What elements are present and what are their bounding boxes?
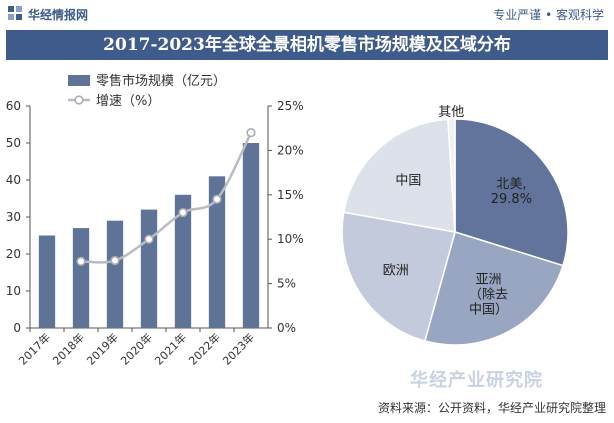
- bar: [106, 220, 124, 328]
- growth-line: [80, 132, 253, 264]
- y-right-tick-label: 25%: [277, 99, 304, 113]
- bar: [140, 209, 158, 328]
- bar: [242, 143, 260, 328]
- x-tick-label: 2019年: [84, 330, 121, 367]
- pie-slice-label: 其他: [438, 105, 464, 120]
- bar: [38, 235, 56, 328]
- y-left-tick-label: 60: [6, 99, 21, 113]
- y-left-tick-label: 20: [6, 247, 21, 261]
- legend-bar-label: 零售市场规模（亿元）: [96, 73, 226, 89]
- y-left-tick-label: 50: [6, 136, 21, 150]
- pie-slice-label: 北美,: [496, 177, 526, 192]
- pie-slice: [341, 211, 456, 342]
- brand-name: 华经情报网: [28, 8, 89, 22]
- pie-slice-label: 亚洲: [476, 272, 502, 287]
- growth-point: [212, 194, 222, 204]
- header-bar: 华经情报网 专业严谨 • 客观科学: [0, 0, 614, 28]
- bar: [208, 176, 226, 328]
- x-tick-label: 2023年: [220, 330, 257, 367]
- pie-slice-label: （除去: [469, 287, 508, 302]
- x-tick-label: 2021年: [152, 330, 189, 367]
- watermark-brand: 华经产业研究院: [410, 370, 543, 391]
- pie-slice: [454, 118, 569, 267]
- pie-slice-label: 欧洲: [383, 263, 409, 278]
- bar: [72, 228, 90, 328]
- pie-slice: [423, 231, 564, 346]
- pie-slice: [447, 118, 456, 233]
- y-right-tick-label: 20%: [277, 143, 304, 157]
- x-tick-label: 2018年: [50, 330, 87, 367]
- y-left-tick-label: 0: [13, 321, 21, 335]
- pie-slice-value: 29.8%: [491, 192, 532, 207]
- brand-logo-icon: [8, 6, 22, 20]
- growth-point: [246, 128, 256, 138]
- y-right-tick-label: 10%: [277, 232, 304, 246]
- growth-point: [178, 207, 188, 218]
- y-right-tick-label: 15%: [277, 188, 304, 202]
- legend-bar-swatch: [68, 75, 90, 86]
- y-left-tick-label: 40: [6, 173, 21, 187]
- y-right-tick-label: 0%: [277, 321, 296, 335]
- bar: [174, 194, 192, 328]
- pie-slice: [342, 118, 456, 233]
- brand-slogan: 专业严谨 • 客观科学: [493, 8, 604, 22]
- growth-point: [110, 255, 120, 266]
- source-note: 资料来源：公开资料，华经产业研究院整理: [377, 401, 606, 415]
- growth-point: [144, 234, 154, 244]
- y-left-tick-label: 30: [6, 210, 21, 224]
- legend-line-label: 增速（%）: [96, 94, 160, 109]
- pie-slice-label: 中国）: [469, 302, 508, 317]
- y-right-tick-label: 5%: [277, 277, 296, 291]
- growth-point: [76, 256, 86, 267]
- y-left-tick-label: 10: [6, 284, 21, 298]
- pie-slice-label: 中国: [395, 174, 421, 189]
- x-tick-label: 2022年: [186, 330, 223, 367]
- chart-title: 2017-2023年全球全景相机零售市场规模及区域分布: [6, 30, 608, 60]
- x-tick-label: 2017年: [16, 330, 53, 367]
- legend-line-marker: [74, 95, 84, 105]
- x-tick-label: 2020年: [118, 330, 155, 367]
